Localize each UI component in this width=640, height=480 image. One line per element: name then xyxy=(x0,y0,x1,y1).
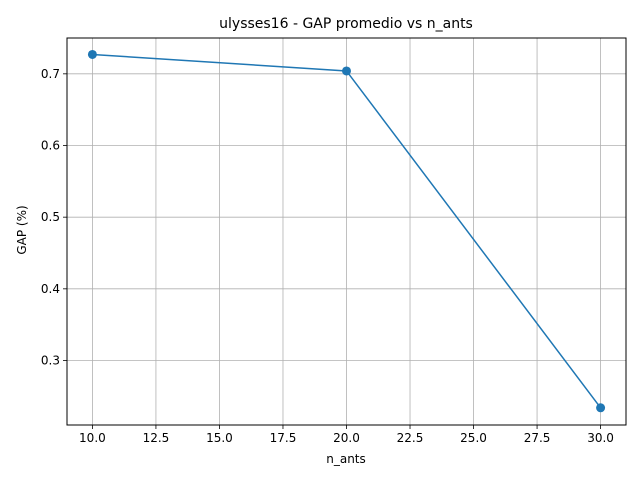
x-axis-ticks: 10.0 12.5 15.0 17.5 20.0 22.5 25.0 27.5 30.0 xyxy=(79,425,614,445)
y-tick-label: 0.4 xyxy=(41,282,60,296)
x-tick-label: 20.0 xyxy=(333,431,360,445)
x-tick-label: 15.0 xyxy=(206,431,233,445)
y-tick-label: 0.7 xyxy=(41,67,60,81)
x-tick-label: 30.0 xyxy=(587,431,614,445)
x-tick-label: 12.5 xyxy=(143,431,170,445)
x-tick-label: 25.0 xyxy=(460,431,487,445)
x-tick-label: 17.5 xyxy=(270,431,297,445)
x-tick-label: 27.5 xyxy=(524,431,551,445)
x-tick-label: 10.0 xyxy=(79,431,106,445)
y-axis-label: GAP (%) xyxy=(15,205,29,254)
chart-title: ulysses16 - GAP promedio vs n_ants xyxy=(219,16,473,32)
series-layer xyxy=(87,49,606,413)
y-tick-label: 0.6 xyxy=(41,139,60,153)
x-axis-label: n_ants xyxy=(326,452,366,466)
data-point xyxy=(342,66,351,76)
y-axis-ticks: 0.3 0.4 0.5 0.6 0.7 xyxy=(41,67,67,368)
y-tick-label: 0.3 xyxy=(41,354,60,368)
x-tick-label: 22.5 xyxy=(397,431,424,445)
data-point xyxy=(87,49,97,59)
data-point xyxy=(596,403,606,413)
y-tick-label: 0.5 xyxy=(41,210,60,224)
